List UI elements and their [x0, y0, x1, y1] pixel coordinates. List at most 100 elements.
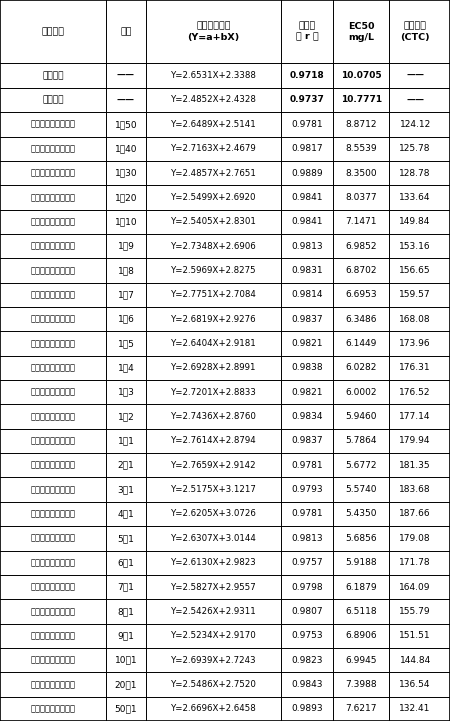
Text: 0.9889: 0.9889: [291, 169, 323, 177]
Text: 6：1: 6：1: [117, 558, 135, 567]
Text: 6.1449: 6.1449: [346, 339, 377, 348]
Text: 0.9814: 0.9814: [292, 291, 323, 299]
Text: ——: ——: [406, 71, 424, 80]
Text: 3：1: 3：1: [117, 485, 135, 494]
Text: 0.9781: 0.9781: [291, 120, 323, 129]
Text: 环氟菌胺、噻呋酰胺: 环氟菌胺、噻呋酰胺: [31, 436, 76, 446]
Text: 156.65: 156.65: [399, 266, 431, 275]
Text: 0.9798: 0.9798: [291, 583, 323, 591]
Text: 1：7: 1：7: [117, 291, 135, 299]
Text: 共毒系数
(CTC): 共毒系数 (CTC): [400, 22, 430, 42]
Text: 5.7864: 5.7864: [346, 436, 377, 446]
Text: 6.8906: 6.8906: [345, 632, 377, 640]
Text: 6.8702: 6.8702: [346, 266, 377, 275]
Text: 2：1: 2：1: [117, 461, 135, 470]
Text: 149.84: 149.84: [400, 217, 431, 226]
Text: 1：1: 1：1: [117, 436, 135, 446]
Text: 5.6772: 5.6772: [346, 461, 377, 470]
Text: 7.6217: 7.6217: [346, 704, 377, 713]
Text: Y=2.5426X+2.9311: Y=2.5426X+2.9311: [171, 607, 256, 616]
Text: 5.4350: 5.4350: [346, 510, 377, 518]
Text: 179.08: 179.08: [399, 534, 431, 543]
Text: 0.9718: 0.9718: [290, 71, 324, 80]
Text: 10.7771: 10.7771: [341, 95, 382, 105]
Text: Y=2.7614X+2.8794: Y=2.7614X+2.8794: [171, 436, 256, 446]
Text: 0.9834: 0.9834: [292, 412, 323, 421]
Text: 171.78: 171.78: [399, 558, 431, 567]
Text: 环氟菌胺、噻呋酰胺: 环氟菌胺、噻呋酰胺: [31, 120, 76, 129]
Text: 1：50: 1：50: [115, 120, 137, 129]
Text: 环氟菌胺、噻呋酰胺: 环氟菌胺、噻呋酰胺: [31, 510, 76, 518]
Text: 0.9807: 0.9807: [291, 607, 323, 616]
Text: Y=2.6928X+2.8991: Y=2.6928X+2.8991: [171, 363, 256, 372]
Text: 151.51: 151.51: [399, 632, 431, 640]
Text: 6.6953: 6.6953: [345, 291, 377, 299]
Text: 187.66: 187.66: [399, 510, 431, 518]
Text: 124.12: 124.12: [400, 120, 431, 129]
Text: 1：4: 1：4: [117, 363, 135, 372]
Text: 0.9823: 0.9823: [292, 655, 323, 665]
Text: 环氟菌胺、噻呋酰胺: 环氟菌胺、噻呋酰胺: [31, 193, 76, 202]
Text: Y=2.6307X+3.0144: Y=2.6307X+3.0144: [171, 534, 256, 543]
Text: 0.9781: 0.9781: [291, 461, 323, 470]
Text: Y=2.4852X+2.4328: Y=2.4852X+2.4328: [171, 95, 256, 105]
Text: 0.9831: 0.9831: [291, 266, 323, 275]
Text: 环氟菌胺、噻呋酰胺: 环氟菌胺、噻呋酰胺: [31, 388, 76, 397]
Text: 1：20: 1：20: [115, 193, 137, 202]
Text: 环氟菌胺、噻呋酰胺: 环氟菌胺、噻呋酰胺: [31, 680, 76, 689]
Text: 144.84: 144.84: [400, 655, 431, 665]
Text: Y=2.6696X+2.6458: Y=2.6696X+2.6458: [171, 704, 256, 713]
Text: 相关系
数 r 值: 相关系 数 r 值: [296, 22, 319, 42]
Text: Y=2.7201X+2.8833: Y=2.7201X+2.8833: [171, 388, 256, 397]
Text: 处理名称: 处理名称: [41, 27, 64, 36]
Text: 0.9837: 0.9837: [291, 314, 323, 324]
Text: 7：1: 7：1: [117, 583, 135, 591]
Text: 9：1: 9：1: [117, 632, 135, 640]
Text: Y=2.7659X+2.9142: Y=2.7659X+2.9142: [171, 461, 256, 470]
Text: ——: ——: [117, 95, 135, 105]
Text: 0.9843: 0.9843: [292, 680, 323, 689]
Text: 配比: 配比: [120, 27, 132, 36]
Text: 8：1: 8：1: [117, 607, 135, 616]
Text: 环氟菌胺、噻呋酰胺: 环氟菌胺、噻呋酰胺: [31, 583, 76, 591]
Text: 环氟菌胺、噻呋酰胺: 环氟菌胺、噻呋酰胺: [31, 461, 76, 470]
Text: 125.78: 125.78: [400, 144, 431, 153]
Text: 179.94: 179.94: [400, 436, 431, 446]
Text: 1：6: 1：6: [117, 314, 135, 324]
Text: 6.9945: 6.9945: [346, 655, 377, 665]
Text: Y=2.4857X+2.7651: Y=2.4857X+2.7651: [171, 169, 256, 177]
Text: 0.9841: 0.9841: [292, 217, 323, 226]
Text: 0.9813: 0.9813: [291, 534, 323, 543]
Text: 6.0002: 6.0002: [346, 388, 377, 397]
Text: 环氟菌胺、噻呋酰胺: 环氟菌胺、噻呋酰胺: [31, 291, 76, 299]
Text: Y=2.7348X+2.6906: Y=2.7348X+2.6906: [171, 242, 256, 251]
Text: 5：1: 5：1: [117, 534, 135, 543]
Text: 0.9781: 0.9781: [291, 510, 323, 518]
Text: 7.3988: 7.3988: [345, 680, 377, 689]
Text: 176.31: 176.31: [399, 363, 431, 372]
Text: 环氟菌胺、噻呋酰胺: 环氟菌胺、噻呋酰胺: [31, 363, 76, 372]
Text: 环氟菌胺、噻呋酰胺: 环氟菌胺、噻呋酰胺: [31, 607, 76, 616]
Text: 1：40: 1：40: [115, 144, 137, 153]
Text: 环氟菌胺、噻呋酰胺: 环氟菌胺、噻呋酰胺: [31, 217, 76, 226]
Text: ——: ——: [406, 95, 424, 105]
Text: Y=2.5175X+3.1217: Y=2.5175X+3.1217: [171, 485, 256, 494]
Text: 1：3: 1：3: [117, 388, 135, 397]
Text: 环氟菌胺、噻呋酰胺: 环氟菌胺、噻呋酰胺: [31, 169, 76, 177]
Text: 0.9757: 0.9757: [291, 558, 323, 567]
Text: 环氟菌胺、噻呋酰胺: 环氟菌胺、噻呋酰胺: [31, 144, 76, 153]
Text: 10：1: 10：1: [115, 655, 137, 665]
Text: 176.52: 176.52: [400, 388, 431, 397]
Text: 1：10: 1：10: [115, 217, 137, 226]
Text: 环氟菌胺: 环氟菌胺: [42, 71, 63, 80]
Text: 164.09: 164.09: [400, 583, 431, 591]
Text: 6.3486: 6.3486: [346, 314, 377, 324]
Text: Y=2.6404X+2.9181: Y=2.6404X+2.9181: [171, 339, 256, 348]
Text: 7.1471: 7.1471: [346, 217, 377, 226]
Text: 133.64: 133.64: [400, 193, 431, 202]
Text: 0.9813: 0.9813: [291, 242, 323, 251]
Text: 0.9821: 0.9821: [292, 339, 323, 348]
Text: 环氟菌胺、噻呋酰胺: 环氟菌胺、噻呋酰胺: [31, 314, 76, 324]
Text: 181.35: 181.35: [399, 461, 431, 470]
Text: Y=2.5234X+2.9170: Y=2.5234X+2.9170: [171, 632, 256, 640]
